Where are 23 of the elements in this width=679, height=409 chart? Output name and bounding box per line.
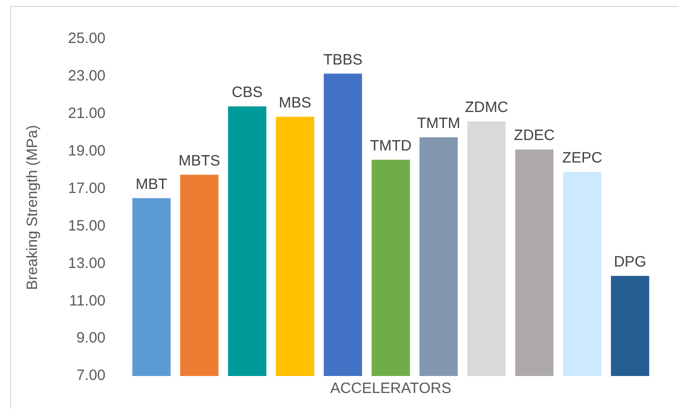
x-tick-label: TMTM bbox=[416, 114, 460, 132]
x-tick-label: CBS bbox=[232, 84, 263, 102]
x-tick-label: MBS bbox=[278, 94, 312, 112]
x-tick-label: MBTS bbox=[178, 152, 220, 170]
y-tick-label: 7.00 bbox=[76, 367, 106, 384]
y-tick-label: 17.00 bbox=[68, 180, 106, 197]
x-tick-label: MBT bbox=[136, 176, 168, 193]
y-tick-label: 9.00 bbox=[76, 330, 106, 347]
x-tick-label: DPG bbox=[614, 253, 646, 270]
x-tick-label: ZDEC bbox=[514, 127, 555, 144]
y-tick-label: 11.00 bbox=[69, 292, 106, 310]
x-tick-label: ZEPC bbox=[562, 150, 602, 167]
y-tick-label: 21.00 bbox=[68, 105, 106, 122]
x-tick-label: TBBS bbox=[323, 51, 362, 68]
x-axis-title: ACCELERATORS bbox=[330, 380, 452, 398]
y-tick-label: 15.00 bbox=[68, 217, 106, 234]
y-tick-label: 19.00 bbox=[68, 142, 106, 160]
y-tick-label: 25.00 bbox=[68, 30, 106, 48]
y-tick-label: 13.00 bbox=[68, 254, 106, 272]
y-tick-label: 23.00 bbox=[68, 68, 106, 85]
y-axis-title: Breaking Strength (MPa) bbox=[24, 124, 42, 290]
x-tick-label: ZDMC bbox=[464, 99, 508, 116]
x-tick-label: TMTD bbox=[370, 137, 412, 154]
